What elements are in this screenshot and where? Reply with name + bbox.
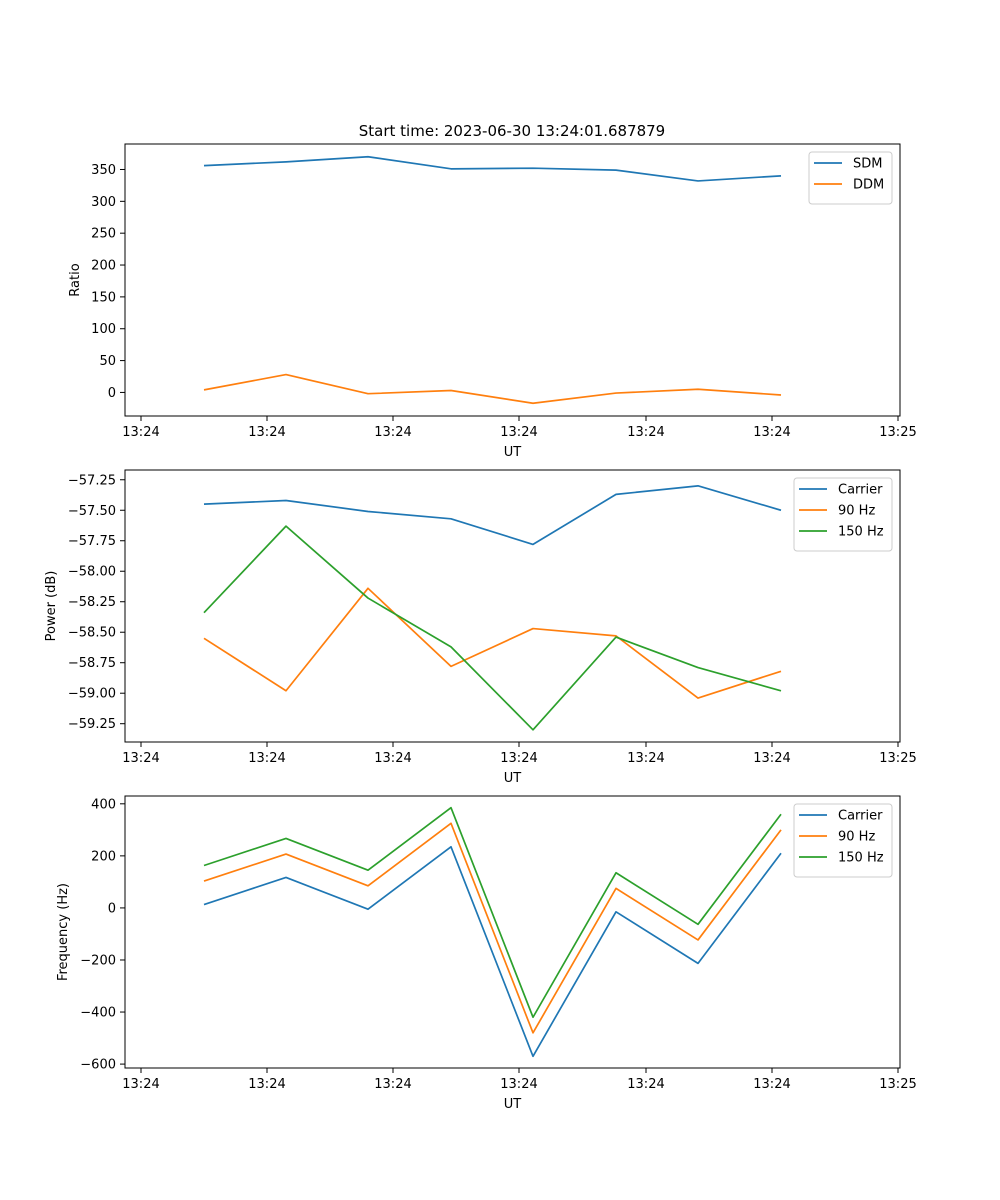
x-axis-label: UT <box>504 445 522 460</box>
series-line-ddm <box>203 373 782 405</box>
legend: SDM DDM <box>808 151 893 205</box>
x-tick-label: 13:24 <box>122 425 159 440</box>
y-tick-label: −58.00 <box>68 565 116 580</box>
series-line-150-hz <box>203 525 782 731</box>
y-tick-label: −200 <box>80 953 116 968</box>
legend-label: SDM <box>853 157 882 172</box>
y-tick-label: 100 <box>91 322 116 337</box>
x-tick-label: 13:24 <box>248 425 285 440</box>
x-tick-label: 13:24 <box>627 1077 664 1092</box>
subplots: 13:24 13:24 13:24 13:24 13:24 13:24 13:25 UT 0 50… <box>44 143 917 1112</box>
series-line-90-hz <box>203 587 782 699</box>
x-tick-label: 13:24 <box>248 1077 285 1092</box>
y-tick-label: 400 <box>91 797 116 812</box>
legend-label: Carrier <box>838 483 883 498</box>
x-axis-label: UT <box>504 771 522 786</box>
legend-label: 90 Hz <box>838 830 875 845</box>
y-tick-label: −58.75 <box>68 656 116 671</box>
x-tick-label: 13:24 <box>374 425 411 440</box>
subplot-1: 13:24 13:24 13:24 13:24 13:24 13:24 13:25 UT 0 50… <box>68 143 917 460</box>
legend-label: 150 Hz <box>838 525 884 540</box>
y-tick-label: −600 <box>80 1058 116 1073</box>
y-tick-label: 0 <box>108 901 116 916</box>
series-line-150-hz <box>203 806 782 1019</box>
y-tick-label: −59.00 <box>68 687 116 702</box>
y-tick-label: −58.25 <box>68 595 116 610</box>
series-line-90-hz <box>203 822 782 1034</box>
y-axis-label: Power (dB) <box>44 571 59 642</box>
legend-box <box>793 477 893 552</box>
x-tick-label: 13:24 <box>627 425 664 440</box>
x-tick-label: 13:24 <box>500 751 537 766</box>
y-axis-label: Frequency (Hz) <box>56 883 71 981</box>
x-tick-label: 13:25 <box>879 1077 916 1092</box>
x-tick-label: 13:24 <box>753 425 790 440</box>
x-tick-label: 13:24 <box>500 1077 537 1092</box>
legend: Carrier 90 Hz 150 Hz <box>793 803 893 878</box>
axes-frame <box>124 795 901 1069</box>
x-tick-label: 13:24 <box>248 751 285 766</box>
x-tick-label: 13:24 <box>122 751 159 766</box>
legend-box <box>793 803 893 878</box>
y-tick-label: 200 <box>91 849 116 864</box>
legend-label: 150 Hz <box>838 851 884 866</box>
axes-frame <box>124 143 901 417</box>
subplot-3: 13:24 13:24 13:24 13:24 13:24 13:24 13:25 UT −60… <box>56 795 917 1112</box>
y-tick-label: −57.25 <box>68 473 116 488</box>
legend-label: DDM <box>853 178 884 193</box>
y-tick-label: 200 <box>91 259 116 274</box>
series-line-sdm <box>203 155 782 182</box>
x-tick-label: 13:24 <box>374 751 411 766</box>
figure-title: Start time: 2023-06-30 13:24:01.687879 <box>359 122 665 140</box>
y-tick-label: −58.50 <box>68 626 116 641</box>
x-tick-label: 13:24 <box>627 751 664 766</box>
legend: Carrier 90 Hz 150 Hz <box>793 477 893 552</box>
legend-label: 90 Hz <box>838 504 875 519</box>
y-tick-label: 0 <box>108 386 116 401</box>
x-tick-label: 13:24 <box>122 1077 159 1092</box>
x-tick-label: 13:24 <box>753 1077 790 1092</box>
x-tick-label: 13:24 <box>500 425 537 440</box>
axes-frame <box>124 469 901 743</box>
series-line-carrier <box>203 845 782 1058</box>
y-tick-label: −57.50 <box>68 504 116 519</box>
y-tick-label: −59.25 <box>68 717 116 732</box>
y-tick-label: −57.75 <box>68 534 116 549</box>
x-axis-label: UT <box>504 1097 522 1112</box>
x-tick-label: 13:24 <box>374 1077 411 1092</box>
y-tick-label: 250 <box>91 227 116 242</box>
y-axis-label: Ratio <box>68 263 83 296</box>
x-tick-label: 13:24 <box>753 751 790 766</box>
legend-box <box>808 151 893 205</box>
subplot-2: 13:24 13:24 13:24 13:24 13:24 13:24 13:25 UT −59… <box>44 469 917 786</box>
x-tick-label: 13:25 <box>879 425 916 440</box>
legend-label: Carrier <box>838 809 883 824</box>
y-tick-label: 150 <box>91 290 116 305</box>
y-tick-label: −400 <box>80 1006 116 1021</box>
y-tick-label: 350 <box>91 163 116 178</box>
x-tick-label: 13:25 <box>879 751 916 766</box>
series-line-carrier <box>203 485 782 546</box>
y-tick-label: 50 <box>99 354 116 369</box>
y-tick-label: 300 <box>91 195 116 210</box>
